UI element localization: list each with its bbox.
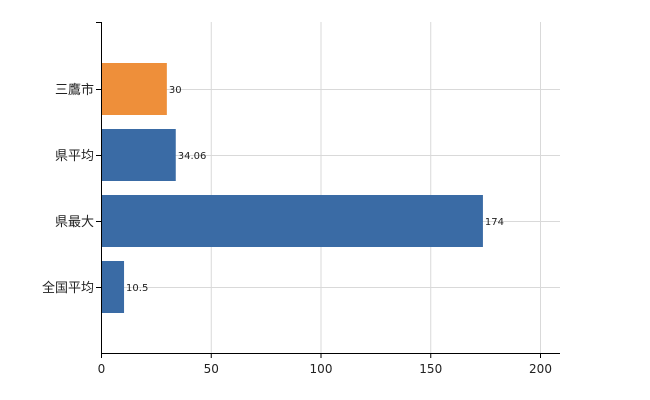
data-label-1: 34.06 [178, 151, 207, 162]
bar-2 [102, 195, 483, 247]
category-label-2: 県最大 [55, 215, 94, 230]
data-label-3: 10.5 [126, 283, 148, 294]
data-label-0: 30 [169, 85, 182, 96]
data-label-2: 174 [485, 217, 504, 228]
x-tick-label-0: 0 [98, 362, 106, 376]
x-tick-label-3: 150 [419, 362, 442, 376]
x-tick-label-1: 50 [204, 362, 219, 376]
category-label-0: 三鷹市 [55, 82, 94, 98]
bar-0 [102, 63, 167, 115]
bar-1 [102, 129, 176, 181]
bar-3 [102, 261, 125, 313]
category-label-1: 県平均 [55, 149, 94, 164]
category-label-3: 全国平均 [42, 280, 94, 296]
x-tick-label-2: 100 [310, 362, 333, 376]
x-tick-label-4: 200 [529, 362, 552, 376]
